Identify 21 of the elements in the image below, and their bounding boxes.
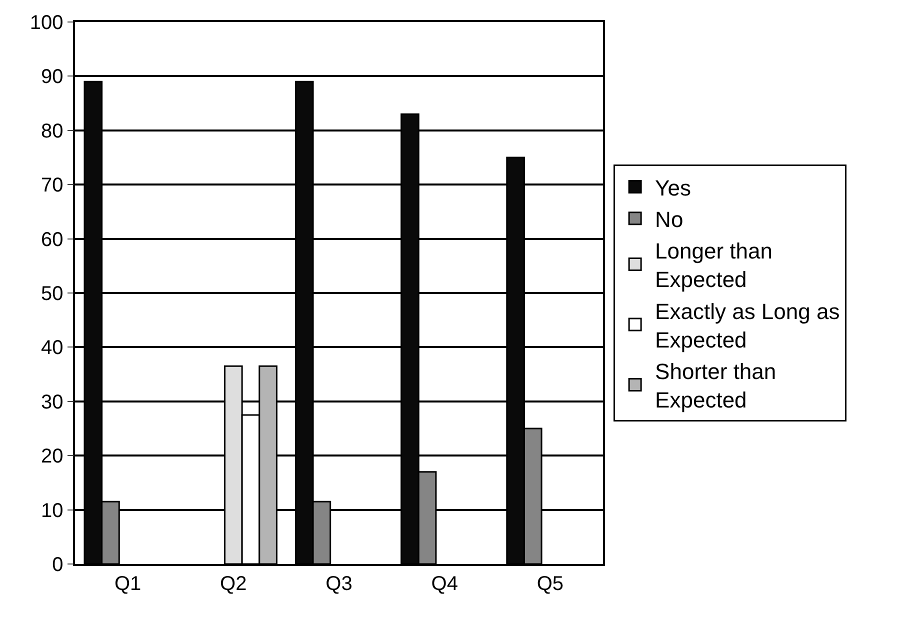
x-tick-label: Q4 <box>431 572 458 595</box>
legend-label: No <box>655 206 684 232</box>
y-tick-label: 20 <box>41 446 64 468</box>
y-tick-label: 100 <box>30 12 64 34</box>
y-tick-label: 10 <box>41 500 64 522</box>
x-tick-label: Q2 <box>220 572 247 595</box>
y-tick-label: 70 <box>41 174 64 197</box>
y-tick-label: 90 <box>41 66 64 88</box>
legend-label: Longer than Expected <box>655 238 772 292</box>
y-tick-label: 0 <box>52 554 64 576</box>
y-tick-label: 60 <box>41 228 64 251</box>
y-tick-label: 80 <box>41 120 64 142</box>
x-tick-label: Q1 <box>114 572 142 595</box>
legend-label: Yes <box>655 175 691 200</box>
legend-label: Shorter than Expected <box>655 358 776 413</box>
y-tick-label: 40 <box>41 337 64 360</box>
y-tick-label: 50 <box>41 283 64 305</box>
x-tick-label: Q3 <box>326 572 352 595</box>
y-tick-label: 30 <box>41 391 64 414</box>
legend-label: Exactly as Long as Expected <box>655 298 840 352</box>
x-tick-label: Q5 <box>536 572 564 595</box>
